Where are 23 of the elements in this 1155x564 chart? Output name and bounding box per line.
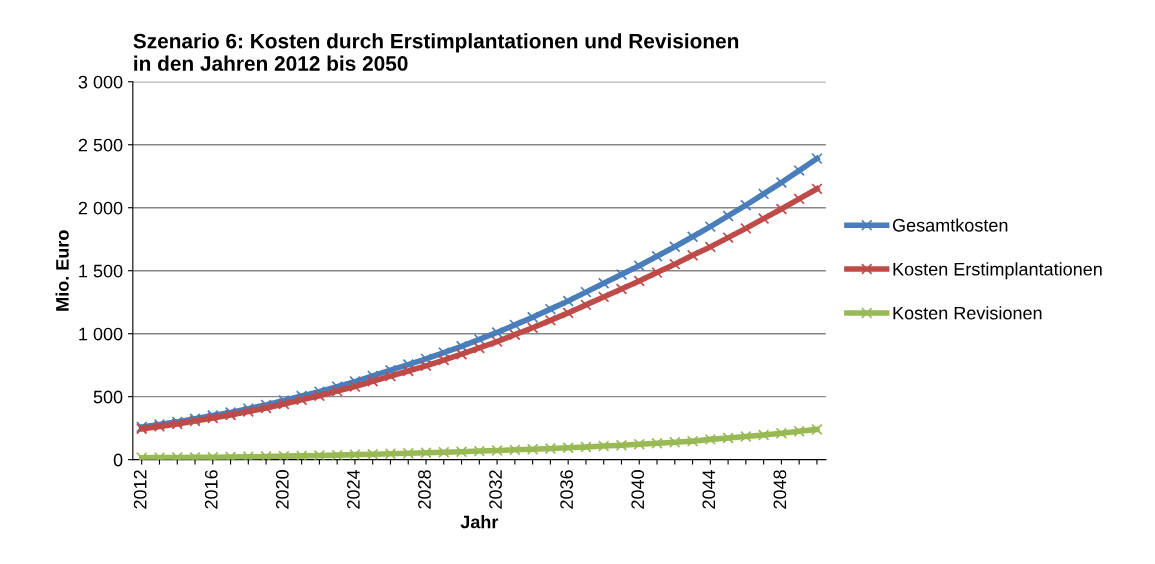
y-tick-label: 2 000	[78, 201, 123, 215]
chart-title: Szenario 6: Kosten durch Erstimplantationen und Revisionen in den Jahren 2012 bis 2050	[133, 33, 739, 71]
x-tick-label: 2024	[347, 469, 360, 509]
x-tick-label: 2016	[204, 470, 218, 509]
x-tick-label: 2012	[133, 470, 147, 509]
y-tick-label: 0	[113, 453, 123, 467]
y-tick-label: 500	[93, 390, 123, 404]
y-tick-label: 1 000	[79, 327, 123, 341]
x-tick-label: 2048	[773, 470, 787, 509]
x-tick-label: 2040	[631, 470, 645, 509]
x-tick-label: 2044	[702, 469, 716, 509]
y-axis-title: Mio. Euro	[55, 230, 69, 311]
y-tick-label: 3 000	[78, 75, 123, 89]
x-tick-label: 2036	[560, 470, 574, 509]
legend-label: Kosten Erstimplantationen	[893, 262, 1102, 280]
legend-label: Gesamtkosten	[892, 218, 1008, 232]
x-axis-title: Jahr	[460, 515, 499, 529]
x-tick-label: 2028	[418, 470, 431, 509]
y-tick-label: 1 500	[79, 264, 123, 278]
y-tick-label: 2 500	[78, 138, 123, 152]
x-tick-label: 2032	[489, 470, 502, 509]
legend-label: Kosten Revisionen	[893, 306, 1042, 320]
x-tick-label: 2020	[275, 470, 289, 509]
